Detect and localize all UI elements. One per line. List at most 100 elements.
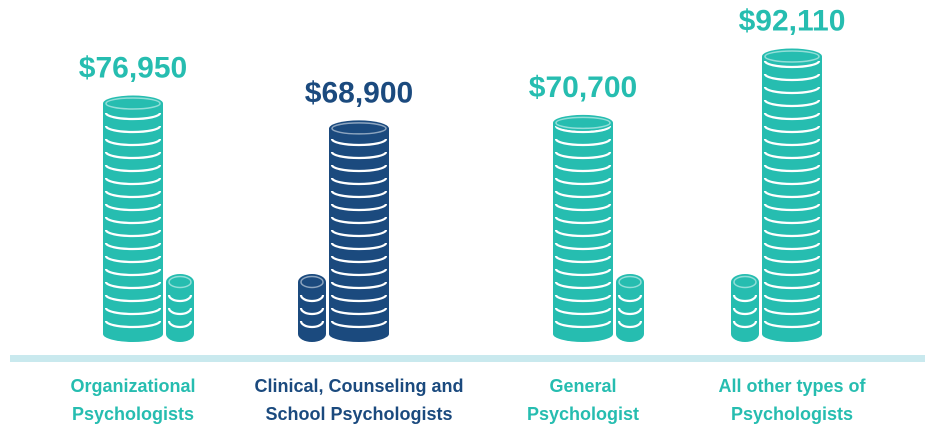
coin-edge bbox=[104, 190, 162, 199]
coin-edge bbox=[763, 177, 821, 186]
coin-edge bbox=[299, 307, 325, 316]
coin-top-rim bbox=[555, 116, 611, 130]
coin-top-rim bbox=[331, 122, 387, 135]
coin-edge bbox=[763, 255, 821, 264]
coin-edge bbox=[104, 125, 162, 134]
category-label: All other types of Psychologists bbox=[718, 376, 866, 424]
coin-edge bbox=[554, 242, 612, 251]
coin-edge bbox=[104, 203, 162, 212]
coin-edge bbox=[330, 216, 388, 225]
coin-edge bbox=[330, 229, 388, 238]
coin-edge bbox=[763, 294, 821, 303]
coin-edge bbox=[554, 294, 612, 303]
coin-edge bbox=[330, 151, 388, 160]
coin-edge bbox=[763, 138, 821, 147]
coin-edge bbox=[330, 242, 388, 251]
coin-edge bbox=[554, 190, 612, 199]
category-label: Organizational Psychologists bbox=[70, 376, 196, 424]
coin-edge bbox=[763, 281, 821, 290]
coin-edge bbox=[330, 190, 388, 199]
coin-edge bbox=[617, 307, 643, 316]
coin-edge bbox=[554, 281, 612, 290]
coin-body bbox=[553, 122, 613, 334]
coin-edge bbox=[763, 320, 821, 329]
coin-edge bbox=[763, 151, 821, 160]
coin-top-rim bbox=[764, 50, 820, 63]
coin-edge bbox=[330, 268, 388, 277]
decor-coins bbox=[298, 274, 326, 342]
coin-edge bbox=[554, 177, 612, 186]
coin-edge bbox=[330, 203, 388, 212]
coin-edge bbox=[104, 229, 162, 238]
coin-edge bbox=[104, 307, 162, 316]
coin-edge bbox=[763, 268, 821, 277]
coin-edge bbox=[104, 294, 162, 303]
coin-edge bbox=[763, 229, 821, 238]
coin-top-rim bbox=[618, 275, 642, 289]
value-label: $92,110 bbox=[739, 4, 846, 37]
coin-edge bbox=[104, 177, 162, 186]
coin-edge bbox=[617, 294, 643, 303]
coin-edge bbox=[167, 320, 193, 329]
coin-edge bbox=[104, 138, 162, 147]
coin-edge bbox=[104, 242, 162, 251]
coin-edge bbox=[330, 138, 388, 147]
coin-edge bbox=[104, 151, 162, 160]
coin-edge bbox=[763, 164, 821, 173]
coin-stack bbox=[329, 120, 389, 342]
coin-edge bbox=[104, 216, 162, 225]
coin-edge bbox=[167, 294, 193, 303]
coin-edge bbox=[763, 190, 821, 199]
coin-top-rim bbox=[300, 275, 324, 289]
coin-edge bbox=[732, 294, 758, 303]
coin-body bbox=[329, 128, 389, 334]
baseline bbox=[10, 355, 925, 362]
coin-edge bbox=[732, 320, 758, 329]
coin-edge bbox=[554, 138, 612, 147]
value-label: $70,700 bbox=[529, 71, 637, 104]
decor-coins bbox=[616, 274, 644, 342]
coin-edge bbox=[763, 112, 821, 121]
coin-top-rim bbox=[105, 97, 161, 110]
coin-edge bbox=[763, 216, 821, 225]
coin-edge bbox=[763, 73, 821, 82]
coin-edge bbox=[330, 307, 388, 316]
coin-edge bbox=[732, 307, 758, 316]
coin-stack bbox=[553, 114, 613, 342]
coin-edge bbox=[299, 320, 325, 329]
decor-coins bbox=[166, 274, 194, 342]
value-label: $68,900 bbox=[305, 76, 413, 109]
coin-edge bbox=[330, 255, 388, 264]
coin-top-rim bbox=[168, 275, 192, 289]
coin-top-rim bbox=[733, 275, 757, 289]
coin-stack bbox=[103, 95, 163, 342]
coin-edge bbox=[167, 307, 193, 316]
coin-edge bbox=[330, 164, 388, 173]
coin-edge bbox=[554, 164, 612, 173]
coin-edge bbox=[104, 320, 162, 329]
coin-edge bbox=[554, 125, 612, 134]
coin-edge bbox=[763, 99, 821, 108]
decor-coins bbox=[731, 274, 759, 342]
coin-edge bbox=[104, 281, 162, 290]
coin-edge bbox=[554, 203, 612, 212]
coin-edge bbox=[299, 294, 325, 303]
coin-edge bbox=[763, 86, 821, 95]
coin-edge bbox=[554, 151, 612, 160]
coin-edge bbox=[763, 60, 821, 69]
coin-edge bbox=[763, 242, 821, 251]
coin-edge bbox=[104, 112, 162, 121]
coin-edge bbox=[330, 281, 388, 290]
coin-edge bbox=[554, 229, 612, 238]
coin-edge bbox=[554, 320, 612, 329]
coin-stack bbox=[762, 48, 822, 342]
coin-edge bbox=[104, 268, 162, 277]
coin-body bbox=[103, 103, 163, 334]
coin-edge bbox=[763, 307, 821, 316]
coin-edge bbox=[330, 320, 388, 329]
coin-edge bbox=[617, 320, 643, 329]
coin-edge bbox=[554, 307, 612, 316]
category-label: Clinical, Counseling and School Psycholo… bbox=[254, 376, 464, 424]
